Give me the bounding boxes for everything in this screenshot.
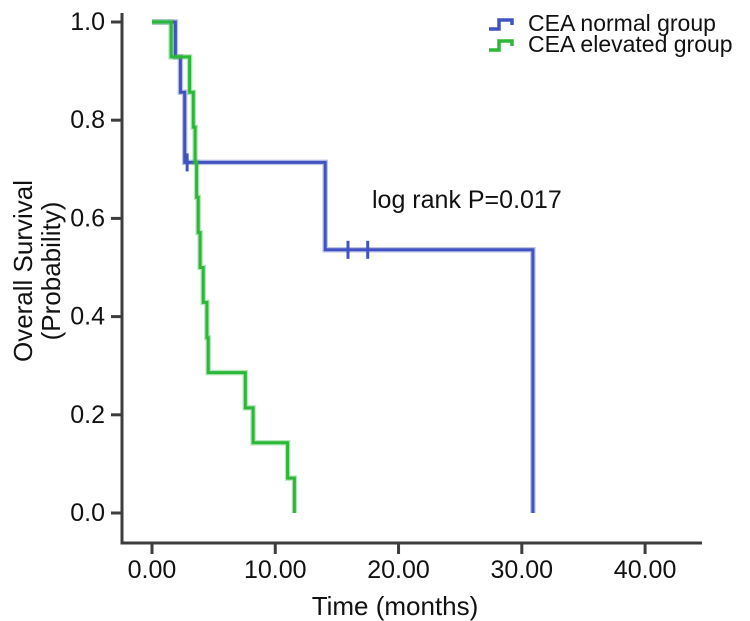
- legend-item: CEA elevated group: [487, 31, 733, 57]
- legend-step-glyph: [489, 38, 514, 52]
- legend-label: CEA elevated group: [528, 31, 733, 57]
- curve-halo-cea-normal-group: [152, 19, 536, 513]
- x-axis-title: Time (months): [311, 591, 479, 621]
- legend-step-glyph: [489, 17, 514, 31]
- legend-label: CEA normal group: [528, 10, 716, 36]
- x-tick-label: 0.00: [128, 556, 177, 584]
- curve-halo-cea-elevated-group: [152, 19, 298, 513]
- x-tick-label: 10.00: [244, 556, 307, 584]
- x-tick-label: 30.00: [491, 556, 554, 584]
- y-tick-label: 0.8: [70, 106, 105, 134]
- pvalue-annotation: log rank P=0.017: [372, 186, 562, 214]
- legend-item: CEA normal group: [487, 10, 733, 36]
- x-tick-label: 20.00: [367, 556, 430, 584]
- curve-cea-normal-group: [152, 20, 535, 513]
- y-axis-title-line2: (Probability): [36, 201, 66, 341]
- y-tick-label: 0.6: [70, 204, 105, 232]
- y-axis-title: Overall Survival (Probability): [8, 71, 66, 471]
- legend: CEA normal group CEA elevated group: [487, 10, 733, 57]
- y-axis-title-line1: Overall Survival: [8, 179, 38, 363]
- y-tick-label: 0.0: [70, 499, 105, 527]
- curve-cea-elevated-group: [152, 20, 296, 513]
- y-tick-label: 0.4: [70, 303, 105, 331]
- y-tick-label: 0.2: [70, 401, 105, 429]
- y-tick-label: 1.0: [70, 8, 105, 36]
- x-tick-label: 40.00: [614, 556, 677, 584]
